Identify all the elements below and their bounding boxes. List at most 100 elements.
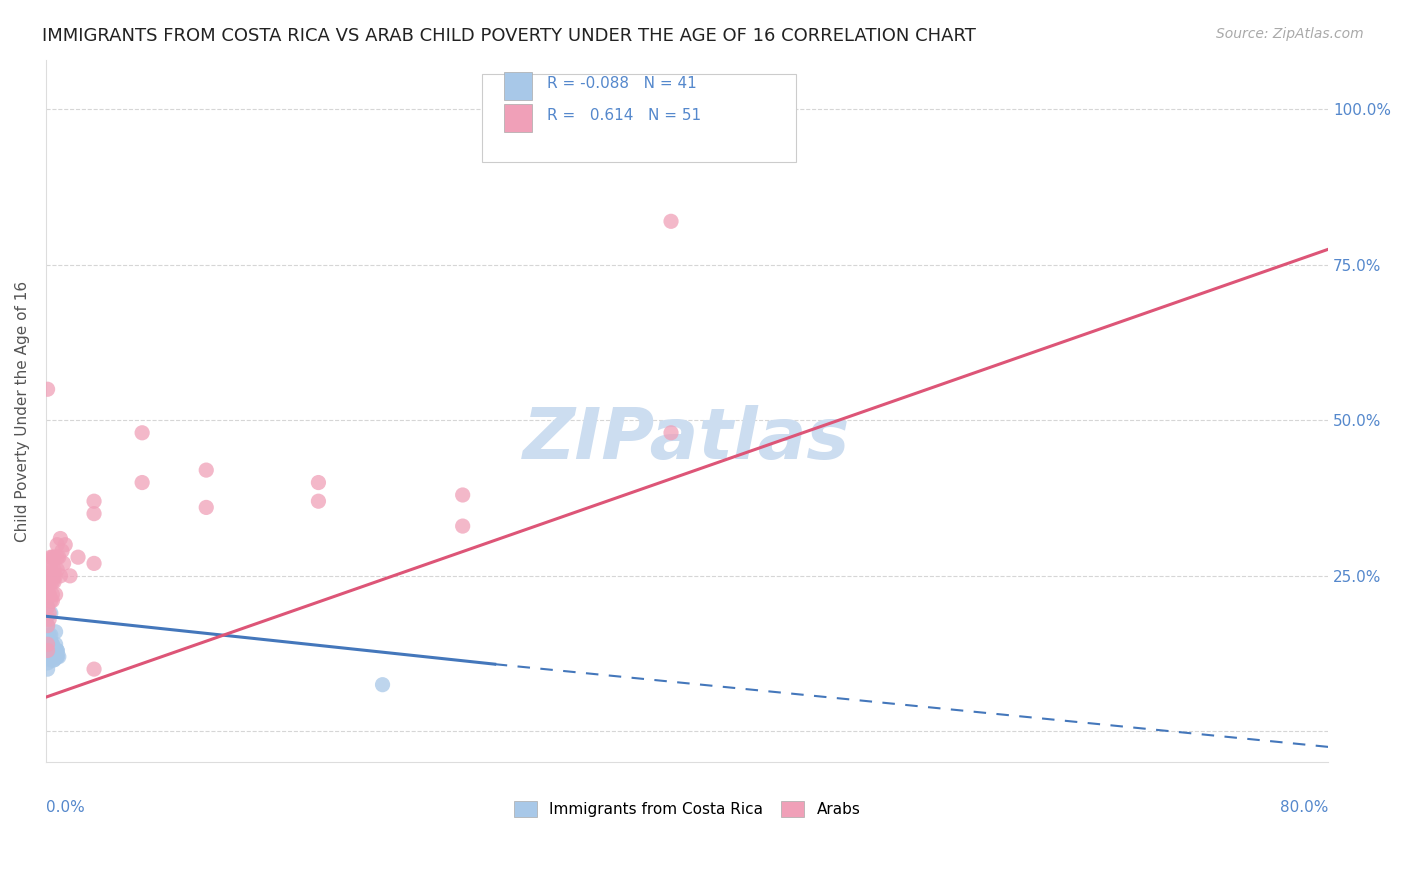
Y-axis label: Child Poverty Under the Age of 16: Child Poverty Under the Age of 16 [15,280,30,541]
Point [131,425,153,440]
Text: ZIPatlas: ZIPatlas [523,405,851,474]
Point [38,649,60,664]
Point [659,214,682,228]
FancyBboxPatch shape [482,74,796,161]
Point [41,637,63,651]
Point [41,575,63,590]
Point [45,643,67,657]
Point [39,637,62,651]
Legend: Immigrants from Costa Rica, Arabs: Immigrants from Costa Rica, Arabs [506,794,868,825]
Text: 0.0%: 0.0% [46,799,84,814]
Point [42,550,65,565]
Point [46,550,69,565]
Point [451,519,474,533]
Point [42,653,65,667]
Point [37,599,59,614]
Point [38,643,60,657]
FancyBboxPatch shape [503,71,531,100]
Point [38,587,60,601]
Point [48,550,70,565]
Point [38,612,60,626]
Point [41,593,63,607]
Point [42,569,65,583]
Point [37,382,59,396]
Point [45,637,67,651]
Point [39,653,62,667]
Point [195,500,218,515]
Point [307,475,329,490]
Point [45,624,67,639]
Point [46,649,69,664]
Point [42,649,65,664]
Text: 80.0%: 80.0% [1279,799,1329,814]
Point [38,649,60,664]
Point [39,557,62,571]
Point [39,606,62,620]
Point [46,563,69,577]
Point [42,575,65,590]
Point [307,494,329,508]
Point [49,569,72,583]
Point [38,628,60,642]
Point [39,593,62,607]
Text: R =   0.614   N = 51: R = 0.614 N = 51 [547,108,702,123]
Point [83,557,105,571]
Point [45,587,67,601]
Point [37,662,59,676]
Point [371,678,394,692]
Point [41,587,63,601]
Point [59,569,82,583]
Point [46,649,69,664]
Point [39,628,62,642]
Point [39,575,62,590]
Point [38,575,60,590]
Point [37,599,59,614]
Point [38,587,60,601]
Point [49,532,72,546]
Point [195,463,218,477]
Point [51,544,73,558]
Point [38,637,60,651]
Point [48,649,70,664]
Point [52,557,75,571]
Point [37,637,59,651]
Point [42,563,65,577]
Point [39,563,62,577]
Point [37,656,59,670]
Point [42,649,65,664]
Point [38,606,60,620]
Point [46,647,69,661]
Point [39,643,62,657]
Point [46,643,69,657]
Text: IMMIGRANTS FROM COSTA RICA VS ARAB CHILD POVERTY UNDER THE AGE OF 16 CORRELATION: IMMIGRANTS FROM COSTA RICA VS ARAB CHILD… [42,27,976,45]
Point [41,649,63,664]
Point [131,475,153,490]
Point [46,643,69,657]
Point [46,538,69,552]
Point [41,647,63,661]
Point [38,643,60,657]
Point [39,550,62,565]
Point [37,618,59,632]
FancyBboxPatch shape [503,103,531,132]
Point [41,637,63,651]
Point [83,507,105,521]
Point [38,647,60,661]
Point [53,538,76,552]
Point [45,643,67,657]
Point [35,612,58,626]
Point [37,637,59,651]
Point [83,494,105,508]
Point [66,550,89,565]
Point [41,550,63,565]
Point [37,649,59,664]
Text: R = -0.088   N = 41: R = -0.088 N = 41 [547,76,697,91]
Point [83,662,105,676]
Point [37,631,59,645]
Point [451,488,474,502]
Point [659,425,682,440]
Point [42,653,65,667]
Point [39,569,62,583]
Point [37,643,59,657]
Point [37,643,59,657]
